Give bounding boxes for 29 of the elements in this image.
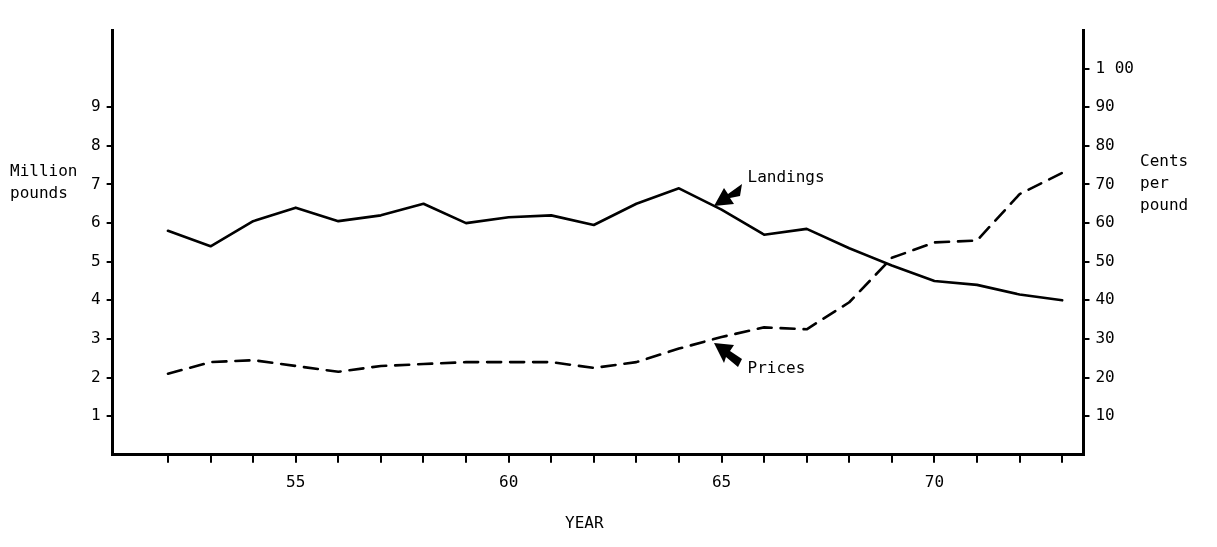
series-label: Prices — [747, 357, 806, 379]
y2-tick-label: 1 00 — [1095, 57, 1134, 77]
y-tick-label: 1 — [90, 405, 101, 425]
y-tick-label: 5 — [90, 250, 101, 270]
y-tick-label: 4 — [90, 289, 101, 309]
text: Landings — [747, 165, 825, 188]
y-tick-label: 9 — [90, 96, 101, 116]
y2-tick-label: 10 — [1095, 405, 1115, 425]
y-tick-label: 6 — [90, 212, 101, 232]
y-tick-label: 3 — [90, 328, 101, 348]
y2-tick-label: 80 — [1095, 135, 1115, 155]
y2-tick-label: 60 — [1095, 212, 1115, 232]
x-tick-label: 65 — [711, 471, 732, 491]
x-tick-label: 55 — [286, 471, 306, 491]
x-axis-title: YEAR — [565, 512, 604, 534]
y2-tick-label: 40 — [1095, 289, 1115, 309]
x-tick-label: 60 — [499, 471, 519, 491]
y2-tick-label: 30 — [1095, 328, 1115, 348]
y2-axis-title: Cents per pound — [1140, 150, 1189, 216]
y2-tick-label: 90 — [1095, 96, 1115, 116]
y-axis-title: Million pounds — [10, 160, 78, 204]
y2-tick-label: 20 — [1095, 366, 1115, 386]
y2-tick-label: 50 — [1095, 250, 1115, 270]
y-tick-label: 7 — [90, 173, 101, 193]
line-series — [166, 171, 1064, 375]
y-tick-label: 2 — [90, 366, 101, 386]
y2-tick-label: 70 — [1095, 173, 1115, 193]
y-tick-label: 8 — [90, 135, 101, 155]
x-tick-label: 70 — [924, 471, 945, 491]
